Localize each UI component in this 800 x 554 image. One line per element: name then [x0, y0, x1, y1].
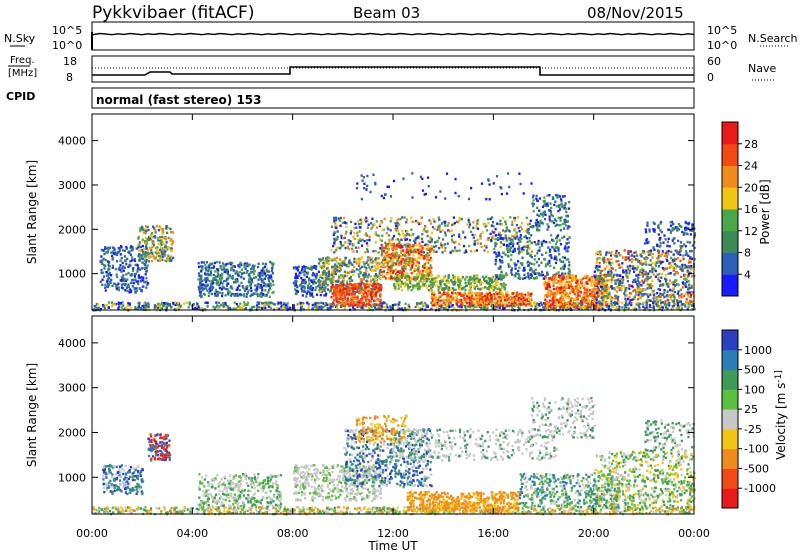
colorbar-segment	[722, 122, 738, 145]
colorbar-tick: -100	[744, 443, 769, 456]
colorbar-segment	[722, 230, 738, 253]
cpid-text: normal (fast stereo) 153	[96, 93, 262, 107]
colorbar-segment	[722, 187, 738, 210]
freq-tick-top: 18	[63, 55, 77, 68]
noise-tick-bottom-left: 10^0	[52, 39, 82, 52]
noise-sky-line	[91, 32, 695, 36]
y-tick-label: 4000	[58, 135, 86, 148]
colorbar-segment	[722, 488, 738, 509]
colorbar-tick: 24	[744, 160, 758, 173]
colorbar-tick: 100	[744, 383, 765, 396]
noise-search-label: N.Search	[748, 32, 798, 45]
power-ylabel: Slant Range [km]	[25, 160, 39, 264]
y-tick-label: 2000	[58, 426, 86, 439]
colorbar-tick: 25	[744, 403, 758, 416]
colorbar-tick: -500	[744, 462, 769, 475]
colorbar-tick: 28	[744, 138, 758, 151]
noise-tick-bottom-right: 10^0	[707, 39, 737, 52]
power-heatmap	[92, 172, 696, 312]
colorbar-tick: 8	[744, 247, 751, 260]
freq-panel: Freq. [MHz] 18 8 60 0 Nave	[8, 55, 776, 84]
y-tick-label: 3000	[58, 179, 86, 192]
beam-title: Beam 03	[353, 4, 420, 22]
nave-tick-bottom: 0	[707, 71, 714, 84]
colorbar-tick: 12	[744, 225, 758, 238]
velocity-ylabel: Slant Range [km]	[25, 363, 39, 467]
colorbar-segment	[722, 409, 738, 430]
power-panel: 1000 2000 3000 4000 Slant Range [km] 4 8 12 16…	[25, 113, 772, 312]
cpid-panel: CPID normal (fast stereo) 153	[6, 87, 695, 109]
cpid-label: CPID	[6, 90, 35, 103]
x-tick-label: 16:00	[477, 527, 509, 540]
colorbar-tick: -1000	[744, 482, 776, 495]
freq-line	[92, 66, 694, 76]
velocity-y-axis: 1000 2000 3000 4000	[58, 337, 694, 484]
x-tick-label: 08:00	[277, 527, 309, 540]
colorbar-segment	[722, 349, 738, 371]
station-title: Pykkvibaer (fitACF)	[92, 3, 254, 23]
colorbar-segment	[722, 209, 738, 232]
noise-tick-top-left: 10^5	[52, 24, 82, 37]
velocity-colorbar: -1000 -500 -100 -25 25 100 500 1000	[721, 329, 776, 509]
colorbar-segment	[722, 389, 738, 410]
colorbar-tick: 4	[744, 268, 751, 281]
colorbar-segment	[722, 252, 738, 275]
colorbar-segment	[722, 274, 738, 297]
x-axis-label: Time UT	[367, 539, 418, 553]
x-axis: 00:00 04:00 08:00 12:00 16:00 20:00 00:00	[76, 114, 710, 540]
y-tick-label: 4000	[58, 337, 86, 350]
colorbar-segment	[722, 143, 738, 166]
colorbar-segment	[722, 330, 738, 351]
noise-panel: N.Sky N.Search 10^5 10^0 10^5 10^0	[4, 21, 798, 52]
x-tick-label: 12:00	[377, 527, 409, 540]
x-tick-label: 00:00	[76, 527, 108, 540]
power-colorbar-label: Power [dB]	[758, 179, 772, 244]
nave-tick-top: 60	[707, 55, 721, 68]
x-tick-label: 20:00	[578, 527, 610, 540]
colorbar-tick: 1000	[744, 344, 772, 357]
date-title: 08/Nov/2015	[587, 4, 684, 22]
x-tick-label: 04:00	[176, 527, 208, 540]
power-colorbar: 4 8 12 16 20 24 28	[721, 121, 758, 297]
colorbar-tick: 20	[744, 181, 758, 194]
colorbar-tick: -25	[744, 423, 762, 436]
colorbar-tick: 16	[744, 203, 758, 216]
y-tick-label: 1000	[58, 268, 86, 281]
x-tick-label: 00:00	[678, 527, 710, 540]
freq-tick-bottom: 8	[66, 71, 73, 84]
y-tick-label: 2000	[58, 223, 86, 236]
colorbar-segment	[722, 468, 738, 489]
nave-label: Nave	[748, 62, 776, 75]
colorbar-segment	[722, 428, 738, 450]
colorbar-segment	[722, 369, 738, 390]
power-y-axis: 1000 2000 3000 4000	[58, 135, 694, 281]
colorbar-segment	[722, 448, 738, 469]
y-tick-label: 3000	[58, 382, 86, 395]
colorbar-tick: 500	[744, 364, 765, 377]
freq-label-line1: Freq.	[10, 55, 35, 66]
colorbar-segment	[722, 165, 738, 188]
freq-label-line2: [MHz]	[8, 68, 37, 79]
y-tick-label: 1000	[58, 471, 86, 484]
velocity-colorbar-label: Velocity [m s-1]	[774, 370, 788, 460]
velocity-heatmap	[92, 396, 697, 516]
noise-tick-top-right: 10^5	[707, 24, 737, 37]
noise-sky-label: N.Sky	[4, 32, 36, 45]
